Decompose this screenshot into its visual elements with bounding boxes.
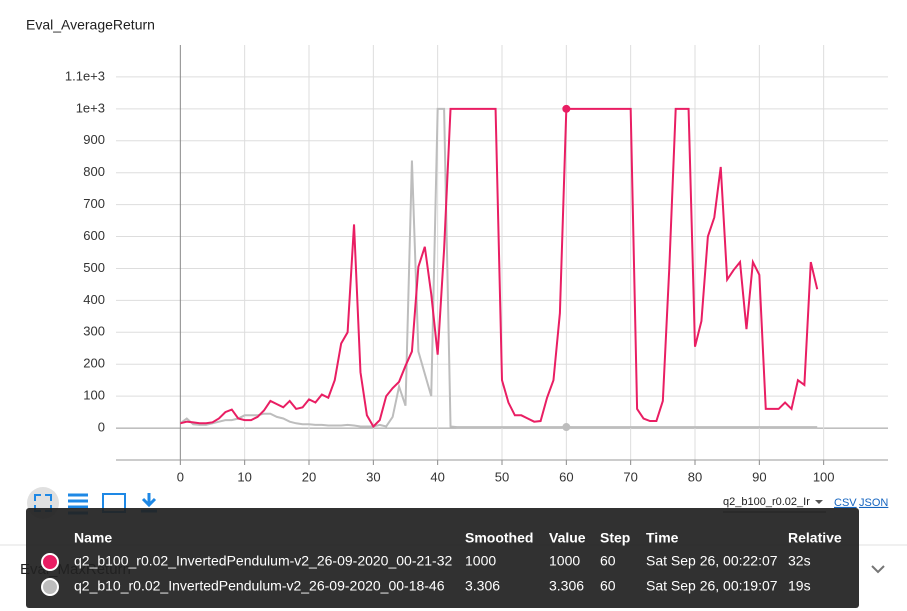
tooltip-smoothed: 3.306: [465, 578, 500, 594]
x-tick-label: 60: [559, 469, 573, 484]
tooltip-header: Relative: [788, 530, 842, 546]
x-tick-label: 70: [623, 469, 637, 484]
y-tick-label: 700: [83, 196, 105, 211]
run-swatch: [41, 578, 59, 596]
tooltip-header: Smoothed: [465, 530, 533, 546]
run-selector[interactable]: q2_b100_r0.02_Ir: [723, 496, 810, 508]
x-tick-label: 40: [430, 469, 444, 484]
tooltip-relative: 19s: [788, 578, 811, 594]
y-tick-label: 800: [83, 164, 105, 179]
series-line: [180, 107, 819, 429]
y-tick-label: 300: [83, 324, 105, 339]
tooltip: Name Smoothed Value Step Time Relative q2_b100…: [26, 508, 859, 608]
tooltip-header: Step: [600, 530, 630, 546]
tooltip-relative: 32s: [788, 553, 811, 569]
tooltip-time: Sat Sep 26, 00:19:07: [646, 578, 778, 594]
csv-link[interactable]: CSV: [834, 497, 857, 509]
tooltip-step: 60: [600, 553, 616, 569]
y-tick-label: 1.1e+3: [65, 68, 105, 83]
y-tick-label: 200: [83, 356, 105, 371]
hover-point: [562, 423, 571, 432]
tooltip-header: Time: [646, 530, 679, 546]
tooltip-header: Name: [74, 530, 112, 546]
run-swatch: [41, 553, 59, 571]
json-link[interactable]: JSON: [859, 497, 888, 509]
y-tick-label: 1e+3: [76, 100, 105, 115]
x-tick-label: 80: [688, 469, 702, 484]
chart-title: Eval_AverageReturn: [26, 17, 155, 33]
x-tick-label: 100: [813, 469, 835, 484]
y-tick-label: 500: [83, 260, 105, 275]
x-tick-label: 10: [237, 469, 251, 484]
tooltip-header: Value: [549, 530, 586, 546]
tooltip-value: 3.306: [549, 578, 584, 594]
x-tick-label: 20: [302, 469, 316, 484]
dropdown-arrow[interactable]: [815, 500, 823, 504]
tooltip-step: 60: [600, 578, 616, 594]
x-tick-label: 90: [752, 469, 766, 484]
fit-icon[interactable]: [34, 494, 52, 512]
run-name: q2_b10_r0.02_InvertedPendulum-v2_26-09-2…: [74, 578, 445, 594]
tooltip-bg: [26, 508, 859, 608]
y-tick-label: 100: [83, 388, 105, 403]
tooltip-time: Sat Sep 26, 00:22:07: [646, 553, 778, 569]
y-tick-label: 900: [83, 132, 105, 147]
log-icon[interactable]: [68, 493, 88, 515]
x-tick-label: 0: [177, 469, 184, 484]
tooltip-value: 1000: [549, 553, 580, 569]
expand-chevron[interactable]: [871, 565, 885, 574]
y-tick-label: 600: [83, 228, 105, 243]
series-line: [179, 107, 818, 429]
y-tick-label: 0: [98, 420, 105, 435]
x-tick-label: 30: [366, 469, 380, 484]
y-tick-label: 400: [83, 292, 105, 307]
x-tick-label: 50: [495, 469, 509, 484]
run-name: q2_b100_r0.02_InvertedPendulum-v2_26-09-…: [74, 553, 453, 569]
hover-point: [562, 104, 571, 113]
tooltip-smoothed: 1000: [465, 553, 496, 569]
